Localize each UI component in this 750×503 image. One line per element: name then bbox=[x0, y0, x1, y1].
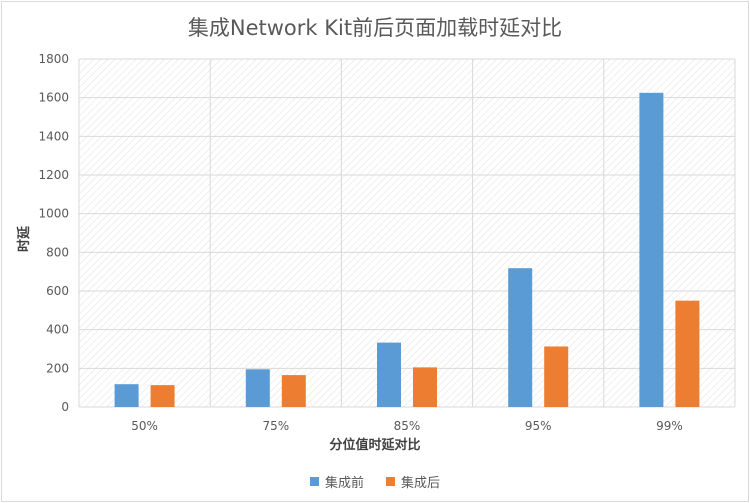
y-tick-label: 1000 bbox=[38, 207, 69, 221]
y-tick-label: 1600 bbox=[38, 91, 69, 105]
x-axis-label: 分位值时延对比 bbox=[329, 438, 421, 453]
bar-after-95pct bbox=[544, 346, 569, 407]
bar-after-75pct bbox=[281, 375, 306, 407]
y-tick-label: 400 bbox=[46, 323, 69, 337]
y-tick-label: 1400 bbox=[38, 129, 69, 143]
legend: 集成前 集成后 bbox=[2, 472, 748, 491]
y-tick-label: 1800 bbox=[38, 52, 69, 66]
legend-label-before: 集成前 bbox=[324, 476, 364, 491]
x-tick-label: 99% bbox=[656, 419, 683, 433]
y-tick-label: 0 bbox=[61, 400, 69, 414]
x-tick-label: 50% bbox=[131, 419, 158, 433]
x-tick-label: 95% bbox=[525, 419, 552, 433]
y-tick-label: 800 bbox=[46, 245, 69, 259]
legend-swatch-before bbox=[309, 477, 319, 486]
legend-swatch-after bbox=[386, 477, 395, 486]
bar-before-50pct bbox=[114, 384, 139, 407]
x-tick-label: 85% bbox=[394, 419, 421, 433]
y-tick-label: 600 bbox=[46, 284, 69, 298]
bar-before-85pct bbox=[377, 342, 401, 407]
bar-after-50pct bbox=[150, 385, 175, 407]
y-axis-label: 时延 bbox=[17, 226, 32, 253]
plot-background bbox=[79, 59, 735, 407]
bar-before-95pct bbox=[508, 268, 533, 407]
legend-item-after: 集成后 bbox=[386, 472, 440, 491]
y-tick-label: 1200 bbox=[38, 168, 69, 182]
chart-title: 集成Network Kit前后页面加载时延对比 bbox=[187, 16, 563, 40]
x-tick-label: 75% bbox=[262, 419, 289, 433]
bar-before-75pct bbox=[245, 369, 270, 407]
legend-label-after: 集成后 bbox=[401, 476, 441, 491]
y-tick-label: 200 bbox=[46, 361, 69, 375]
bar-after-85pct bbox=[413, 367, 437, 407]
bar-before-99pct bbox=[639, 92, 664, 407]
bar-after-99pct bbox=[675, 300, 700, 407]
legend-item-before: 集成前 bbox=[309, 472, 364, 491]
